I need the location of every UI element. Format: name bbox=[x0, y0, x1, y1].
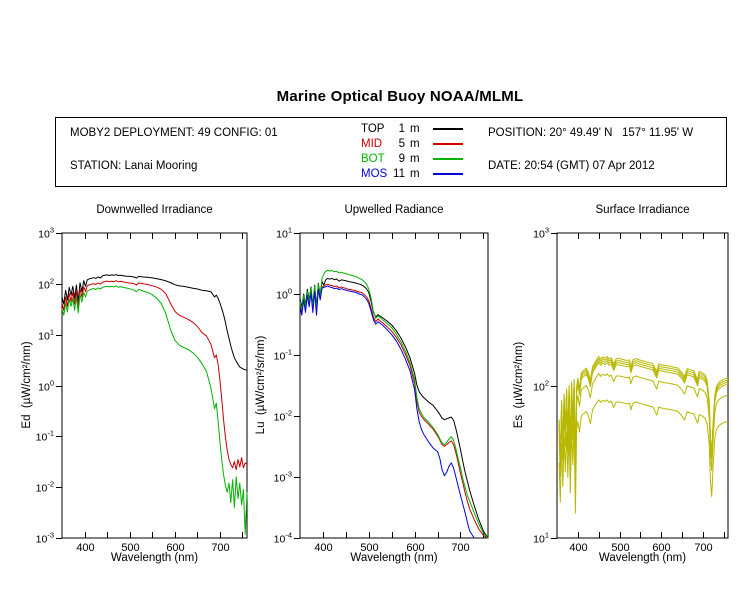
legend-depth-bot: 9 bbox=[398, 152, 405, 165]
chart2-title: Upwelled Radiance bbox=[344, 204, 444, 216]
legend-depth-mid: 5 bbox=[398, 137, 405, 150]
station-text: STATION: Lanai Mooring bbox=[70, 160, 198, 172]
plot-border bbox=[556, 232, 729, 539]
x-tick-label: 500 bbox=[611, 542, 629, 554]
series-MID 5 m bbox=[299, 283, 489, 539]
x-tick-label: 700 bbox=[211, 542, 229, 554]
chart1-title: Downwelled Irradiance bbox=[96, 204, 213, 216]
position-text: POSITION: 20° 49.49' N 157° 11.95' W bbox=[488, 127, 694, 139]
y-tick-label: 101 bbox=[38, 328, 54, 343]
y-tick-label: 10-2 bbox=[274, 409, 292, 424]
y-tick-label: 100 bbox=[276, 287, 292, 302]
y-tick-label: 102 bbox=[38, 277, 54, 292]
y-tick-label: 103 bbox=[38, 226, 54, 241]
series-BOT 9 m bbox=[299, 269, 489, 539]
y-tick-label: 103 bbox=[533, 226, 549, 241]
series-scan-3 bbox=[558, 360, 729, 475]
info-box: MOBY2 DEPLOYMENT: 49 CONFIG: 01 STATION:… bbox=[55, 117, 727, 187]
series-MOS 11 m bbox=[299, 285, 475, 539]
legend-line-sample-top bbox=[432, 127, 463, 130]
legend-label-mid: MID bbox=[361, 137, 383, 150]
legend-row-mos: MOS 11 m bbox=[361, 166, 463, 181]
legend-unit-bot: m bbox=[410, 152, 420, 165]
legend-line-sample-mos bbox=[432, 172, 463, 175]
x-tick-label: 500 bbox=[360, 542, 378, 554]
legend-unit-mos: m bbox=[410, 167, 420, 180]
chart3-y-axis-label: Es (µW/cm²/nm) bbox=[513, 341, 525, 429]
y-tick-label: 10-4 bbox=[274, 531, 292, 546]
y-tick-label: 10-3 bbox=[36, 531, 54, 546]
x-tick-label: 600 bbox=[652, 542, 670, 554]
y-tick-label: 10-1 bbox=[36, 429, 54, 444]
legend-row-mid: MID 5 m bbox=[361, 136, 463, 151]
depth-legend: TOP 1 m MID 5 m BOT 9 m MOS 11 m bbox=[361, 121, 463, 181]
y-tick-label: 10-1 bbox=[274, 348, 292, 363]
deployment-text: MOBY2 DEPLOYMENT: 49 CONFIG: 01 bbox=[70, 127, 278, 139]
x-tick-label: 400 bbox=[569, 542, 587, 554]
legend-label-top: TOP bbox=[361, 122, 385, 135]
chart3-x-axis-label: Wavelength (nm) bbox=[598, 552, 687, 564]
series-scan-4 bbox=[558, 362, 729, 477]
chart2-x-axis-label: Wavelength (nm) bbox=[350, 552, 438, 564]
chart3-title: Surface Irradiance bbox=[595, 204, 690, 216]
date-text: DATE: 20:54 (GMT) 07 Apr 2012 bbox=[488, 160, 655, 172]
series-scan-5 bbox=[558, 373, 729, 488]
x-tick-label: 600 bbox=[406, 542, 424, 554]
plot-border bbox=[299, 232, 489, 539]
chart1-y-axis-label: Ed (µW/cm²/nm) bbox=[21, 341, 33, 429]
y-tick-label: 100 bbox=[38, 379, 54, 394]
chart2-upwelled-radiance: 400 500 600 700 10-4 10-3 10-2 10-1 100 101 bbox=[274, 226, 489, 554]
chart1-downwelled-irradiance: 400 500 600 700 10-3 10-2 10-1 100 101 102 103 bbox=[36, 226, 248, 554]
y-tick-label: 102 bbox=[533, 379, 549, 394]
legend-row-bot: BOT 9 m bbox=[361, 151, 463, 166]
x-tick-label: 400 bbox=[76, 542, 94, 554]
y-tick-label: 10-3 bbox=[274, 470, 292, 485]
x-tick-label: 500 bbox=[121, 542, 139, 554]
legend-depth-mos: 11 bbox=[393, 167, 405, 180]
chart1-x-axis-label: Wavelength (nm) bbox=[110, 552, 199, 564]
chart3-surface-irradiance: 400 500 600 700 101 102 103 bbox=[533, 226, 729, 554]
legend-label-bot: BOT bbox=[361, 152, 385, 165]
plot-border bbox=[61, 232, 248, 539]
legend-row-top: TOP 1 m bbox=[361, 121, 463, 136]
series-TOP 1 m bbox=[299, 277, 489, 539]
y-tick-label: 101 bbox=[276, 226, 292, 241]
series-scan-6 bbox=[558, 399, 729, 514]
y-tick-label: 10-2 bbox=[36, 480, 54, 495]
x-tick-label: 700 bbox=[451, 542, 469, 554]
page-title: Marine Optical Buoy NOAA/MLML bbox=[276, 88, 524, 105]
legend-depth-top: 1 bbox=[398, 122, 405, 135]
legend-unit-top: m bbox=[410, 122, 420, 135]
legend-line-sample-bot bbox=[432, 157, 463, 160]
legend-unit-mid: m bbox=[410, 137, 420, 150]
series-TOP 1 m bbox=[61, 274, 248, 371]
series-BOT 9 m bbox=[61, 285, 248, 535]
x-tick-label: 600 bbox=[166, 542, 184, 554]
legend-label-mos: MOS bbox=[361, 167, 388, 180]
x-tick-label: 400 bbox=[314, 542, 332, 554]
legend-line-sample-mid bbox=[432, 142, 463, 145]
x-tick-label: 700 bbox=[694, 542, 712, 554]
series-MID 5 m bbox=[61, 280, 248, 471]
y-tick-label: 101 bbox=[533, 531, 549, 546]
